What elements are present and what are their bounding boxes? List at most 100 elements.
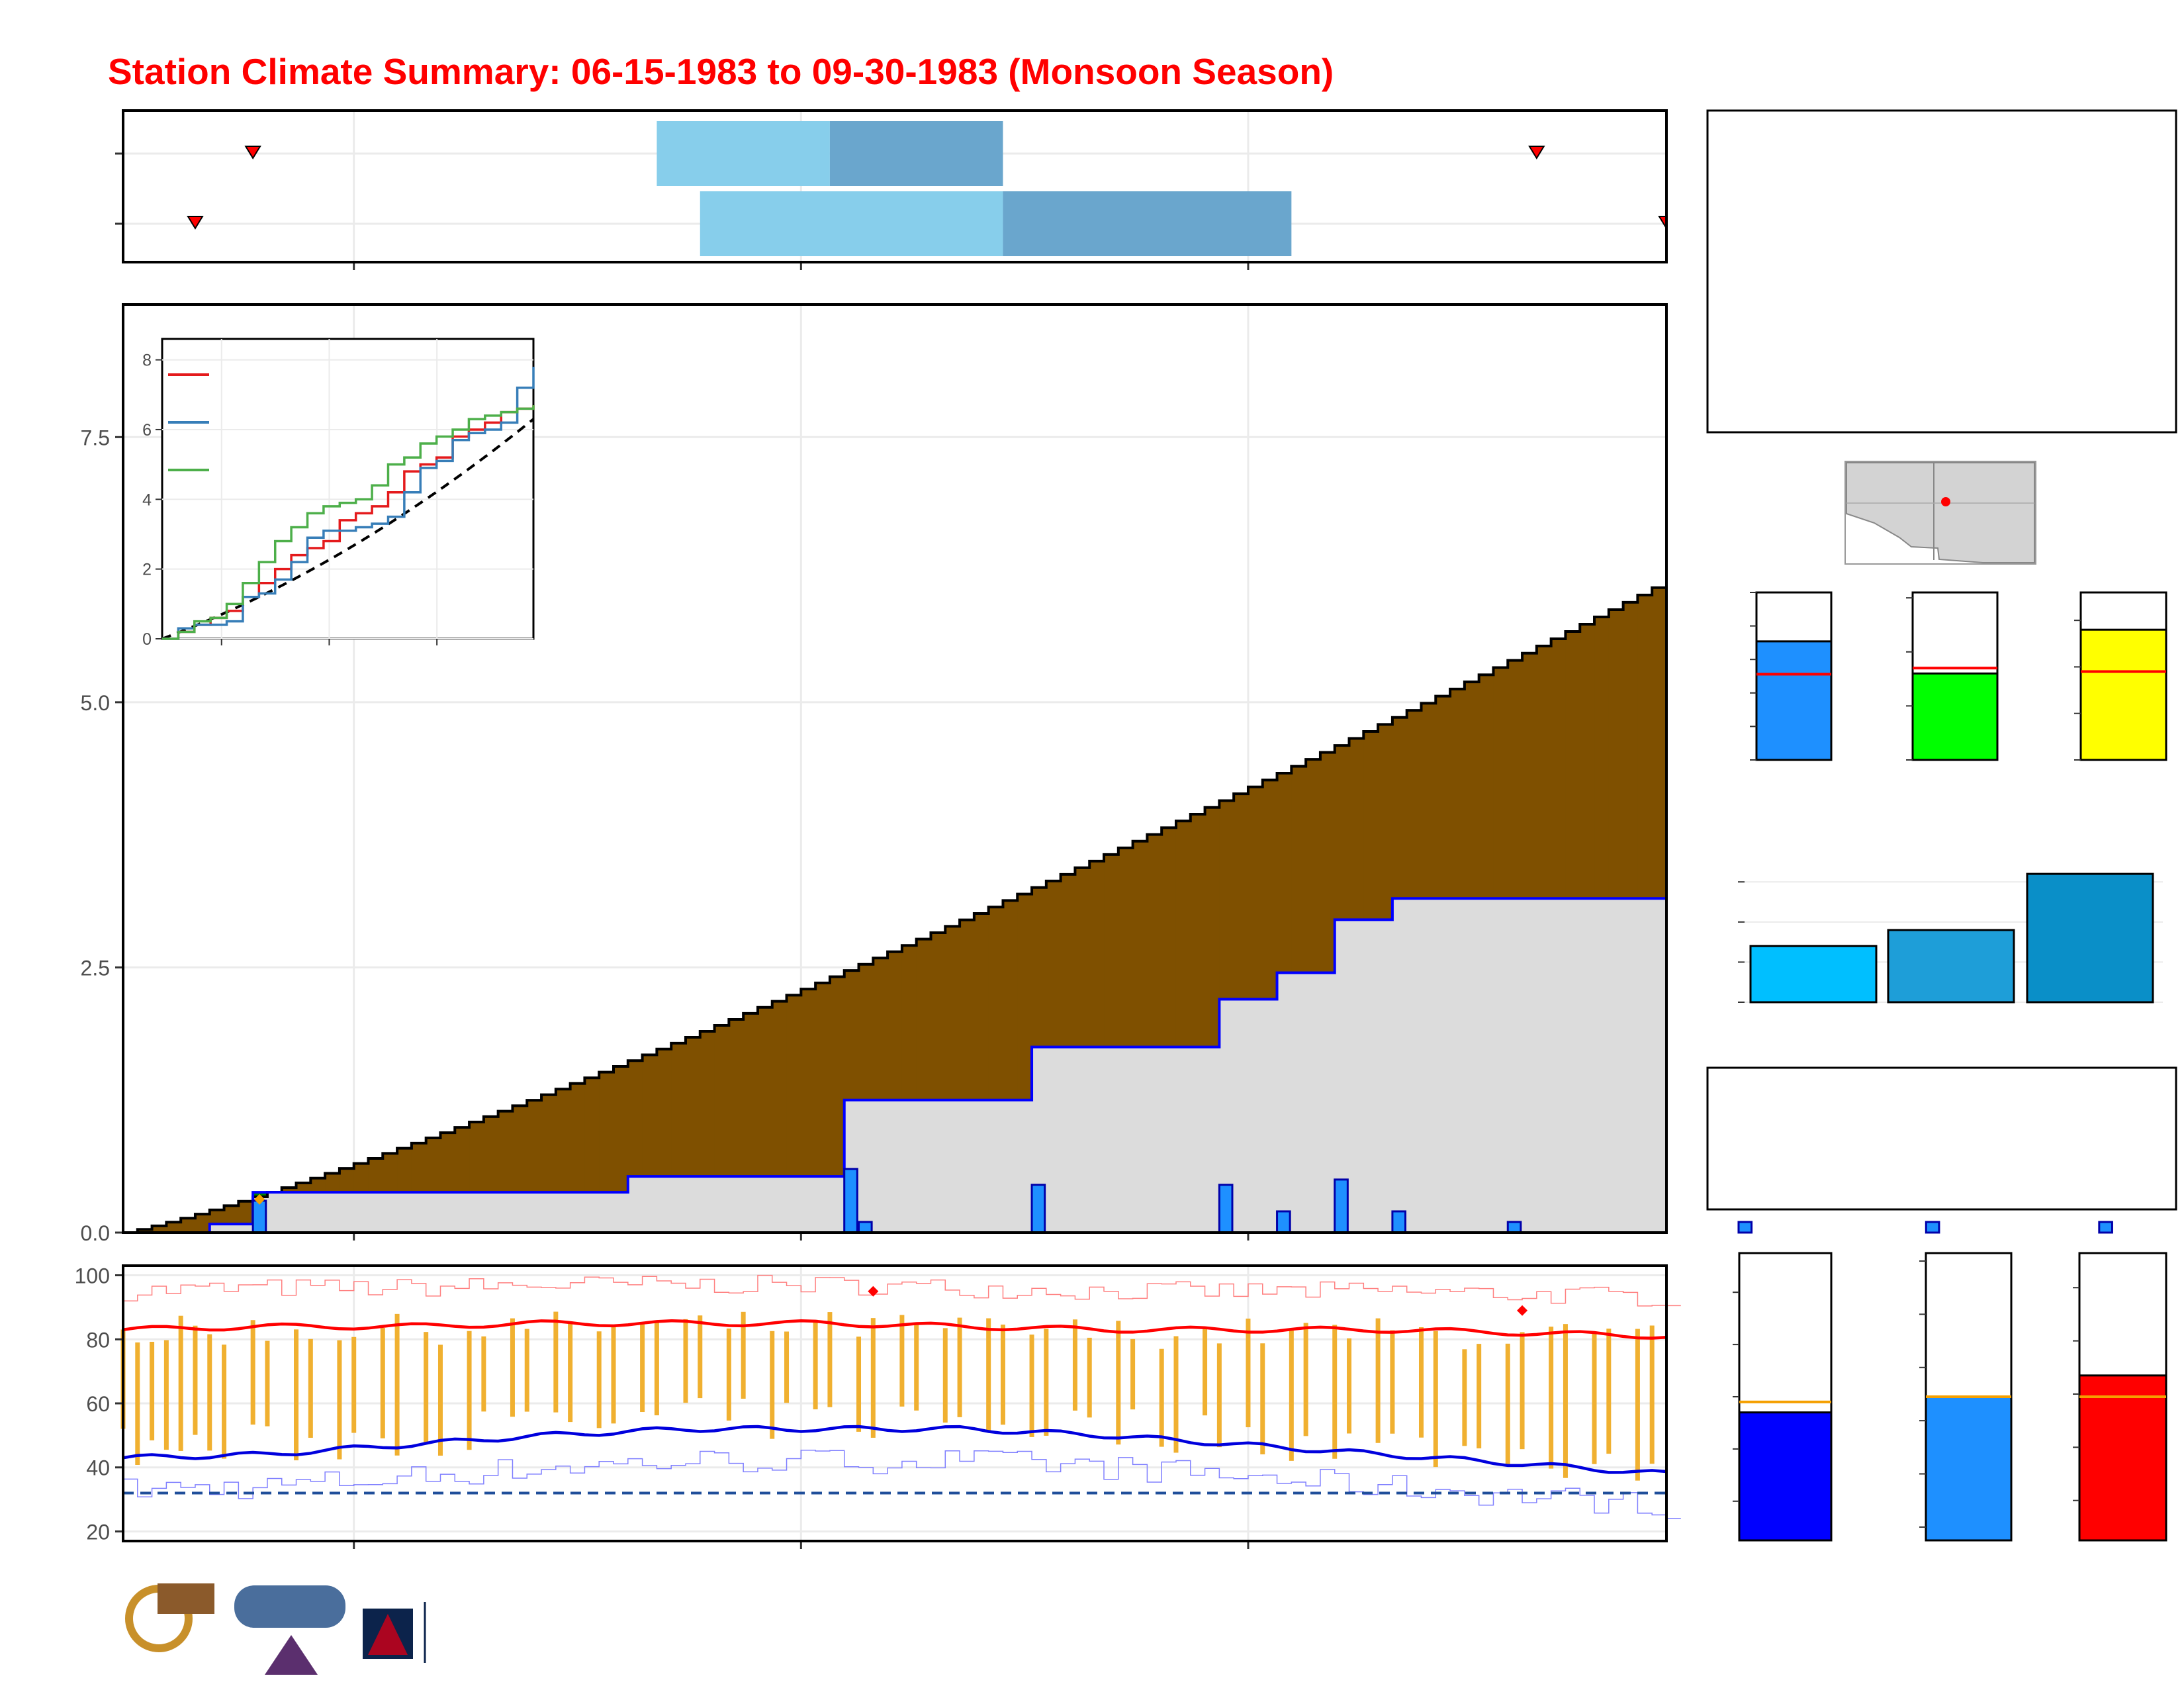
location-map [1844,461,2036,565]
precip-ytick-label: 7.5 [81,426,110,449]
below-average-fill [1363,731,1379,920]
below-average-fill [498,1111,514,1193]
timing-bar-50-75 [829,121,1003,186]
below-average-fill [397,1148,412,1193]
daily-temp-range [1289,1329,1294,1461]
csap-logo-cloud [234,1585,345,1628]
below-average-fill [1032,887,1047,1047]
temp-ytick-label: 60 [86,1392,110,1416]
below-average-fill [1479,675,1494,899]
daily-temp-range [899,1315,905,1407]
below-average-fill [368,1158,383,1193]
below-average-fill [974,913,989,1100]
below-average-fill [916,939,932,1100]
below-average-fill [844,970,860,1100]
daily-temp-range [351,1336,357,1433]
below-average-fill [238,1201,253,1225]
below-average-fill [166,1222,181,1233]
below-average-fill [426,1138,441,1193]
below-average-fill [1580,624,1595,899]
inset-ytick-label: 0 [142,630,152,649]
below-average-fill [757,1007,773,1177]
below-average-fill [527,1100,542,1193]
below-average-fill [1406,710,1422,899]
inset-ytick-label: 6 [142,421,152,440]
below-average-fill [224,1205,239,1225]
daily-temp-range [337,1340,342,1460]
climas-logo-shape [158,1583,214,1614]
summary-bar [1755,640,1833,761]
below-average-fill [1349,738,1364,920]
daily-temp-range [827,1312,833,1407]
below-average-fill [858,964,874,1100]
below-average-fill [383,1153,398,1193]
below-average-fill [310,1178,326,1193]
below-average-fill [1262,780,1278,1000]
daily-temp-range [193,1325,198,1435]
below-average-fill [1132,841,1148,1047]
summary-bar [2079,628,2167,761]
temperature-summary-bars [1733,1252,2167,1542]
above-average-fill [253,1192,268,1197]
event-bar [1749,945,1878,1004]
event-bar [1887,929,2015,1004]
precip-frame [122,303,1668,1234]
below-average-fill [339,1168,355,1193]
daily-temp-range [1477,1344,1482,1448]
below-average-fill [1392,717,1408,899]
daily-temp-range [265,1340,270,1427]
daily-temp-range [250,1320,255,1425]
below-average-fill [945,926,960,1100]
daily-precip-bar [1506,1221,1522,1234]
below-average-fill [1522,653,1537,899]
below-average-fill [1161,827,1177,1047]
below-average-fill [931,933,946,1100]
daily-temp-range [1173,1336,1179,1453]
daily-precip-bar [1218,1184,1234,1234]
daily-temp-range [163,1340,169,1450]
daily-temp-range [770,1331,775,1439]
below-average-fill [815,982,831,1177]
daily-temp-range [1347,1338,1352,1434]
below-average-fill [570,1083,586,1193]
below-average-fill [1320,752,1336,973]
daily-temp-range [856,1336,862,1432]
record-precip-marker [254,1194,265,1205]
below-average-fill [1608,609,1624,899]
daily-temp-range [1462,1349,1467,1446]
daily-temp-range [1072,1319,1077,1411]
event-bar [2026,872,2154,1004]
daily-temp-range [135,1342,140,1466]
below-average-fill [887,951,903,1100]
daily-temp-range [640,1324,645,1413]
daily-temp-range [553,1311,559,1413]
station-location-dot [1941,497,1950,506]
daily-temp-range [394,1313,400,1456]
page-title: Station Climate Summary: 06-15-1983 to 0… [108,51,1334,92]
daily-temp-range [741,1311,746,1399]
below-average-fill [181,1218,196,1233]
daily-temp-range [510,1318,515,1417]
below-average-fill [455,1127,470,1193]
daily-temp-range [1520,1332,1525,1450]
below-average-fill [440,1133,455,1193]
below-average-fill [195,1214,210,1233]
daily-precip-bar [251,1199,267,1234]
last-event-marker [1528,146,1545,160]
below-average-fill [1378,724,1393,920]
inset-ytick-label: 8 [142,352,152,370]
daily-temp-range [1390,1330,1395,1434]
precip-summary-bars [1750,591,2167,761]
daily-temp-range [1029,1335,1034,1437]
below-average-fill [1205,807,1220,1047]
precip-ytick-label: 5.0 [81,691,110,715]
record-high-marker [868,1286,879,1297]
below-average-fill [281,1188,297,1193]
below-average-fill [209,1209,225,1225]
daily-precip-bar [1925,1221,1940,1234]
below-average-fill [353,1163,369,1193]
temp-summary-bar [1925,1395,2013,1542]
below-average-fill [1219,800,1234,1000]
below-average-fill [1147,834,1162,1047]
